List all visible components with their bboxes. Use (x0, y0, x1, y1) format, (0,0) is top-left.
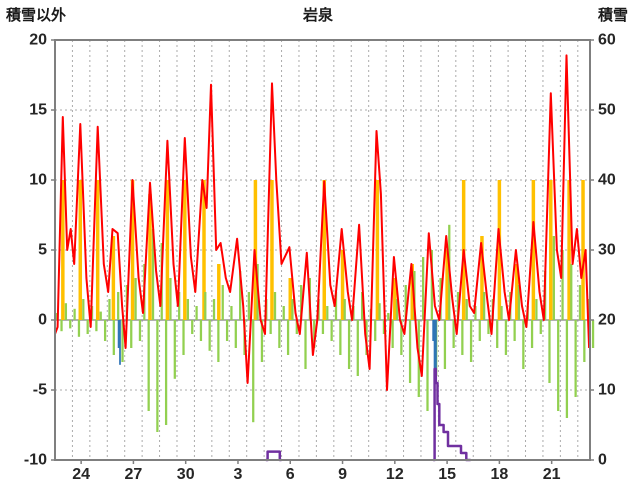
right-axis-title: 積雪 (597, 7, 628, 24)
svg-text:18: 18 (490, 466, 508, 483)
svg-text:-10: -10 (24, 452, 47, 469)
svg-text:0: 0 (598, 452, 607, 469)
svg-text:9: 9 (338, 466, 347, 483)
svg-text:10: 10 (29, 172, 47, 189)
svg-text:20: 20 (29, 32, 47, 49)
svg-text:60: 60 (598, 32, 616, 49)
svg-text:10: 10 (598, 382, 616, 399)
svg-text:3: 3 (234, 466, 243, 483)
svg-text:50: 50 (598, 102, 616, 119)
svg-text:15: 15 (29, 102, 47, 119)
chart-title: 岩泉 (302, 7, 333, 24)
svg-text:27: 27 (125, 466, 143, 483)
left-axis-title: 積雪以外 (6, 7, 67, 24)
svg-text:20: 20 (598, 312, 616, 329)
svg-text:21: 21 (543, 466, 561, 483)
svg-text:12: 12 (386, 466, 404, 483)
svg-text:5: 5 (38, 242, 47, 259)
svg-text:30: 30 (598, 242, 616, 259)
svg-text:6: 6 (286, 466, 295, 483)
svg-text:30: 30 (177, 466, 195, 483)
svg-text:15: 15 (438, 466, 456, 483)
svg-text:0: 0 (38, 312, 47, 329)
svg-text:24: 24 (72, 466, 90, 483)
svg-text:40: 40 (598, 172, 616, 189)
svg-text:-5: -5 (33, 382, 47, 399)
